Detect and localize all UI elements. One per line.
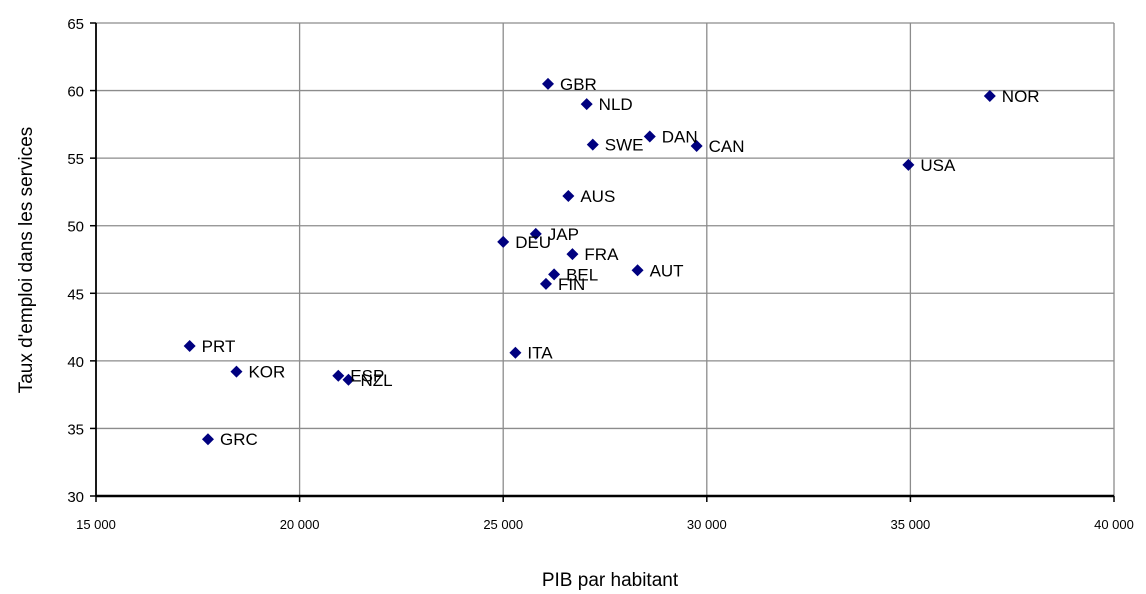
y-axis-title: Taux d'emploi dans les services [16,127,37,394]
data-label-swe: SWE [605,136,644,155]
x-tick-label: 20 000 [280,517,320,532]
data-label-dan: DAN [662,128,698,147]
data-label-nor: NOR [1002,87,1040,106]
grid [96,22,1115,496]
x-tick-label: 35 000 [891,517,931,532]
data-points [183,77,996,446]
data-label-aut: AUT [650,261,684,280]
data-point-fin [539,277,552,290]
data-point-swe [586,138,599,151]
data-label-ita: ITA [527,344,553,363]
data-point-nor [983,89,996,102]
data-point-dan [643,130,656,143]
data-point-aut [631,264,644,277]
data-label-deu: DEU [515,233,551,252]
x-tick-label: 25 000 [483,517,523,532]
data-point-can [690,139,703,152]
x-tick-label: 30 000 [687,517,727,532]
data-point-prt [183,339,196,352]
data-label-jap: JAP [548,225,579,244]
x-tick-label: 40 000 [1094,517,1134,532]
data-label-gbr: GBR [560,75,597,94]
data-label-aus: AUS [580,187,615,206]
data-point-esp [332,369,345,382]
y-tick-label: 30 [67,489,84,506]
data-point-nzl [342,373,355,386]
data-label-fin: FIN [558,275,585,294]
y-tick-label: 50 [67,219,84,236]
data-label-kor: KOR [248,363,285,382]
data-label-bel: BEL [566,265,598,284]
x-axis-title: PIB par habitant [542,570,679,591]
data-label-esp: ESP [350,367,384,386]
data-label-prt: PRT [202,337,236,356]
data-point-ita [509,346,522,359]
data-label-grc: GRC [220,430,258,449]
y-tick-label: 60 [67,84,84,101]
data-label-fra: FRA [584,245,619,264]
data-point-gbr [541,77,554,90]
data-label-nzl: NZL [360,371,392,390]
x-tick-label: 15 000 [76,517,116,532]
data-point-fra [566,248,579,261]
data-point-bel [548,268,561,281]
data-point-grc [201,433,214,446]
y-tick-label: 65 [67,16,84,33]
y-tick-label: 45 [67,286,84,303]
data-point-aus [562,189,575,202]
data-label-nld: NLD [599,95,633,114]
axes [90,22,1115,502]
data-point-kor [230,365,243,378]
data-label-usa: USA [920,156,956,175]
data-point-jap [529,227,542,240]
data-point-usa [902,158,915,171]
y-tick-label: 35 [67,421,84,438]
y-tick-label: 40 [67,354,84,371]
data-point-nld [580,98,593,111]
data-point-deu [497,235,510,248]
tick-labels: 30 35 40 45 50 55 60 65 15 000 20 000 25 000 30 000… [67,16,1134,532]
data-label-can: CAN [709,137,745,156]
y-tick-label: 55 [67,151,84,168]
